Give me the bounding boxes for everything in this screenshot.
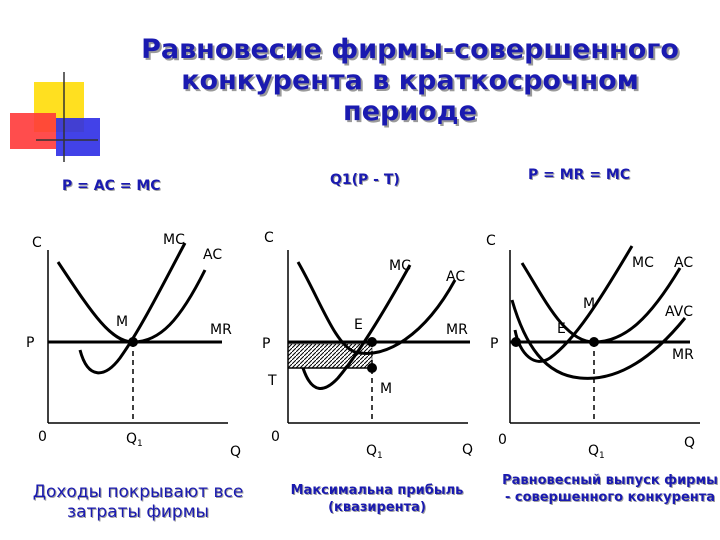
middle-mc-curve	[301, 264, 412, 390]
middle-ac-label: AC	[446, 269, 465, 285]
right-avc-label: AVC	[665, 304, 693, 320]
left-ac-label: AC	[203, 247, 222, 263]
left-mc-label: MC	[163, 232, 185, 248]
left-mr-label: MR	[210, 322, 232, 338]
logo-red-block	[10, 113, 56, 149]
right-point-m-label: M	[583, 296, 595, 312]
caption-middle: Максимальна прибыль (квазирента)	[290, 483, 464, 515]
left-origin-label: 0	[38, 429, 47, 445]
middle-point-e	[367, 337, 377, 347]
title-line-1: Равновесие фирмы-совершенного	[141, 34, 679, 65]
right-mc-curve	[513, 245, 634, 363]
right-point-e	[511, 337, 521, 347]
subhead-left: P = AC = MC	[62, 178, 161, 194]
title-line-2: конкурента в краткосрочном	[181, 65, 639, 96]
decorative-logo	[10, 72, 100, 162]
middle-mr-label: MR	[446, 322, 468, 338]
page-title: Равновесие фирмы-совершенного конкурента…	[110, 34, 710, 127]
right-price-label: P	[490, 336, 498, 352]
middle-mc-label: MC	[389, 258, 411, 274]
panel-left: C MC AC M MR P 0 Q1 Q	[26, 232, 241, 460]
left-point-m-label: M	[116, 314, 128, 330]
left-point-m	[128, 337, 138, 347]
left-price-label: P	[26, 335, 34, 351]
title-line-3: периоде	[343, 96, 477, 127]
middle-x-axis-label: Q	[462, 442, 473, 458]
middle-origin-label: 0	[271, 429, 280, 445]
middle-price-label: P	[262, 336, 270, 352]
right-ac-label: AC	[674, 255, 693, 271]
caption-left: Доходы покрывают все затраты фирмы	[32, 482, 244, 522]
right-point-e-label: E	[557, 321, 566, 337]
right-y-axis-label: C	[486, 233, 496, 249]
middle-y-axis-label: C	[264, 230, 274, 246]
middle-point-e-label: E	[354, 317, 363, 333]
right-point-m	[589, 337, 599, 347]
panel-right: C MC AC M AVC E P MR 0 Q1 Q	[486, 233, 700, 461]
left-q1-label: Q1	[126, 431, 143, 449]
left-ac-curve	[56, 261, 207, 344]
left-mc-curve	[78, 242, 187, 375]
left-x-axis-label: Q	[230, 444, 241, 460]
middle-ac-curve	[296, 261, 457, 355]
right-q1-label: Q1	[588, 443, 605, 461]
subhead-middle: Q1(P - T)	[330, 172, 400, 188]
middle-point-m	[367, 363, 377, 373]
middle-point-m-label: M	[380, 381, 392, 397]
right-mr-label: MR	[672, 347, 694, 363]
panel-middle: C MC AC E MR P T M 0 Q1 Q	[262, 230, 473, 461]
right-origin-label: 0	[498, 432, 507, 448]
right-mc-label: MC	[632, 255, 654, 271]
middle-q1-label: Q1	[366, 443, 383, 461]
middle-t-label: T	[267, 373, 277, 389]
caption-right: Равновесный выпуск фирмы - совершенного …	[502, 473, 718, 505]
subhead-right: P = MR = MC	[528, 167, 631, 183]
right-avc-curve	[510, 299, 687, 380]
left-y-axis-label: C	[32, 235, 42, 251]
right-ac-curve	[520, 262, 682, 344]
right-x-axis-label: Q	[684, 435, 695, 451]
